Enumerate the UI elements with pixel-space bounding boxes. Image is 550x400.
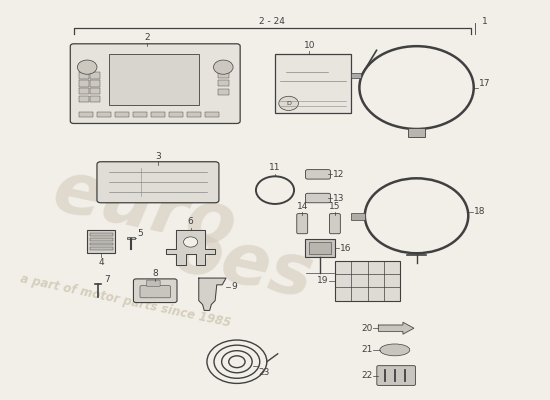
Text: 9: 9	[232, 282, 237, 291]
Polygon shape	[378, 322, 414, 334]
Bar	[127, 237, 135, 240]
Bar	[90, 247, 113, 250]
Text: 1: 1	[482, 18, 487, 26]
Bar	[79, 96, 89, 102]
FancyBboxPatch shape	[377, 366, 415, 385]
Bar	[133, 112, 147, 117]
Bar	[90, 238, 113, 241]
Text: 7: 7	[104, 275, 111, 284]
Circle shape	[279, 96, 299, 110]
FancyBboxPatch shape	[329, 214, 340, 234]
Polygon shape	[199, 278, 226, 310]
Text: 15: 15	[329, 202, 340, 211]
Bar	[97, 112, 111, 117]
FancyBboxPatch shape	[97, 162, 219, 203]
Text: 2: 2	[144, 33, 150, 42]
Text: 17: 17	[479, 79, 491, 88]
Bar	[79, 112, 93, 117]
Circle shape	[213, 60, 233, 74]
FancyBboxPatch shape	[70, 44, 240, 124]
Bar	[109, 54, 199, 105]
Text: 12: 12	[333, 170, 344, 179]
Text: 21: 21	[361, 345, 373, 354]
Text: 18: 18	[474, 207, 485, 216]
Bar	[90, 242, 113, 245]
Bar	[79, 80, 89, 86]
Bar	[218, 71, 229, 78]
Bar	[151, 112, 165, 117]
Text: 8: 8	[152, 269, 158, 278]
Text: D: D	[286, 101, 291, 106]
Bar	[351, 213, 365, 220]
Text: 4: 4	[98, 258, 104, 267]
Bar	[79, 88, 89, 94]
Text: 11: 11	[270, 163, 280, 172]
Circle shape	[184, 237, 197, 247]
Circle shape	[78, 60, 97, 74]
Bar	[218, 88, 229, 95]
Bar	[187, 112, 201, 117]
Text: 14: 14	[296, 202, 308, 211]
FancyBboxPatch shape	[297, 214, 307, 234]
Bar	[90, 88, 100, 94]
FancyBboxPatch shape	[305, 170, 331, 179]
Bar	[87, 230, 116, 253]
Bar	[335, 261, 400, 300]
FancyBboxPatch shape	[305, 193, 331, 203]
FancyBboxPatch shape	[134, 279, 177, 302]
FancyBboxPatch shape	[146, 280, 160, 286]
Bar	[90, 233, 113, 236]
Text: 20: 20	[361, 324, 373, 333]
Bar	[115, 112, 129, 117]
Bar	[275, 54, 351, 113]
FancyBboxPatch shape	[305, 240, 335, 257]
Bar	[90, 80, 100, 86]
Text: 22: 22	[362, 371, 373, 380]
Text: 5: 5	[138, 229, 143, 238]
Bar	[90, 72, 100, 79]
FancyBboxPatch shape	[140, 286, 170, 298]
Text: 6: 6	[188, 218, 194, 226]
Bar	[351, 73, 361, 78]
Text: 3: 3	[155, 152, 161, 160]
Text: a part of motor parts since 1985: a part of motor parts since 1985	[19, 272, 232, 329]
Bar	[169, 112, 183, 117]
Text: euro: euro	[46, 156, 242, 262]
Text: 13: 13	[333, 194, 344, 202]
Bar	[409, 128, 425, 137]
Bar	[79, 72, 89, 79]
Text: 10: 10	[304, 41, 315, 50]
FancyBboxPatch shape	[309, 242, 331, 254]
Text: 2 - 24: 2 - 24	[260, 18, 285, 26]
Bar	[90, 96, 100, 102]
Text: 16: 16	[340, 244, 352, 253]
Text: oes: oes	[166, 217, 319, 314]
Text: 23: 23	[258, 368, 270, 377]
Ellipse shape	[380, 344, 410, 356]
Bar	[205, 112, 219, 117]
Bar	[218, 80, 229, 86]
Polygon shape	[166, 230, 215, 265]
Text: 19: 19	[317, 276, 328, 285]
